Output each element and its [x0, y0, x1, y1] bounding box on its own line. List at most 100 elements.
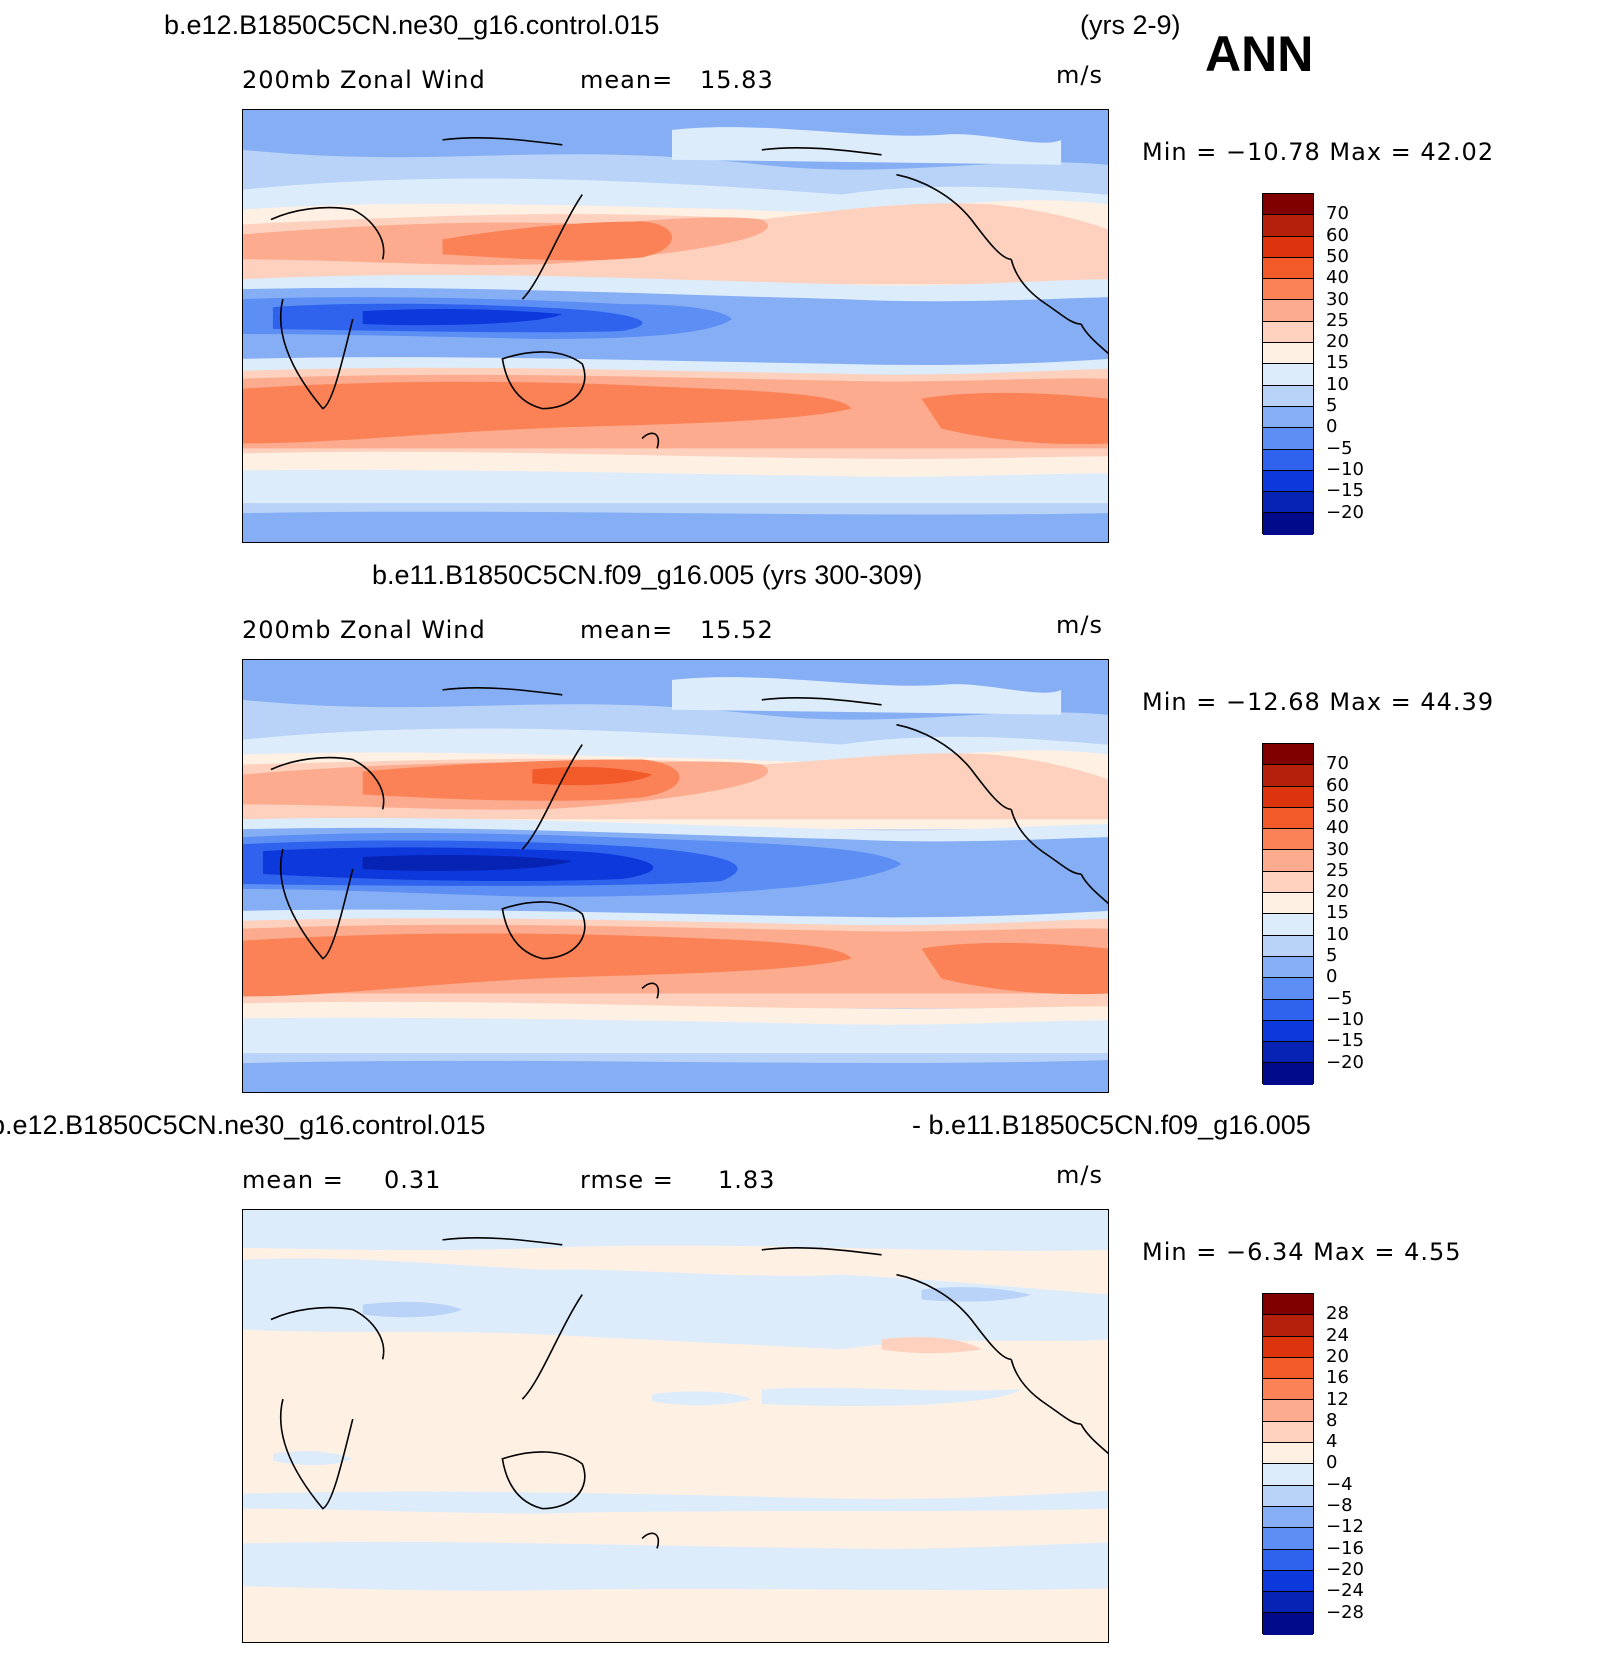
colorbar-swatch	[1263, 470, 1313, 493]
colorbar-level-label: 0	[1326, 1452, 1338, 1474]
colorbar-swatch	[1263, 321, 1313, 344]
colorbar-level-label: −20	[1326, 1051, 1364, 1073]
colorbar-swatch	[1263, 744, 1313, 766]
colorbar-level-label: 30	[1326, 838, 1349, 860]
colorbar-swatch	[1263, 1042, 1313, 1064]
colorbar-swatch	[1263, 978, 1313, 1000]
colorbar-swatch	[1263, 1379, 1313, 1401]
colorbar-swatch	[1263, 1506, 1313, 1529]
colorbar-swatch	[1263, 1613, 1313, 1635]
colorbar-swatch	[1263, 1549, 1313, 1571]
season-label: ANN	[1205, 26, 1314, 82]
colorbar-level-label: 30	[1326, 288, 1349, 310]
panel3-colorbar	[1262, 1293, 1314, 1635]
colorbar-swatch	[1263, 492, 1313, 514]
colorbar-swatch	[1263, 786, 1313, 808]
colorbar-swatch	[1263, 893, 1313, 915]
colorbar-swatch	[1263, 871, 1313, 894]
colorbar-level-label: 20	[1326, 1345, 1349, 1367]
colorbar-level-label: 12	[1326, 1388, 1349, 1410]
colorbar-level-label: −8	[1326, 1495, 1353, 1516]
panel1-minmax: Min = −10.78 Max = 42.02	[1142, 138, 1495, 166]
colorbar-level-label: 16	[1326, 1367, 1349, 1389]
colorbar-level-label: 24	[1326, 1324, 1349, 1346]
panel3-units: m/s	[1056, 1161, 1103, 1189]
colorbar-swatch	[1263, 1063, 1313, 1085]
colorbar-swatch	[1263, 1592, 1313, 1614]
panel3-map	[242, 1209, 1109, 1643]
panel2-map	[242, 659, 1109, 1093]
panel3-minmax: Min = −6.34 Max = 4.55	[1142, 1238, 1462, 1266]
colorbar-level-label: −20	[1326, 1558, 1364, 1580]
colorbar-swatch	[1263, 236, 1313, 258]
colorbar-swatch	[1263, 1464, 1313, 1486]
colorbar-level-label: 40	[1326, 267, 1349, 289]
colorbar-level-label: 20	[1326, 331, 1349, 353]
panel1-years: (yrs 2-9)	[1080, 10, 1181, 40]
colorbar-level-label: 50	[1326, 245, 1349, 267]
panel3-title-left: b.e12.B1850C5CN.ne30_g16.control.015	[0, 1110, 486, 1140]
colorbar-swatch	[1263, 829, 1313, 851]
colorbar-swatch	[1263, 1528, 1313, 1550]
colorbar-swatch	[1263, 279, 1313, 301]
colorbar-swatch	[1263, 385, 1313, 407]
colorbar-swatch	[1263, 956, 1313, 979]
colorbar-level-label: 5	[1326, 945, 1338, 966]
colorbar-swatch	[1263, 1421, 1313, 1444]
panel1-colorbar	[1262, 193, 1314, 535]
colorbar-swatch	[1263, 1020, 1313, 1043]
colorbar-swatch	[1263, 257, 1313, 280]
panel2-minmax: Min = −12.68 Max = 44.39	[1142, 688, 1495, 716]
panel3-mean-value: 0.31	[384, 1166, 442, 1194]
colorbar-level-label: 20	[1326, 881, 1349, 903]
colorbar-level-label: 25	[1326, 309, 1349, 331]
colorbar-swatch	[1263, 300, 1313, 322]
colorbar-level-label: 15	[1326, 902, 1349, 924]
colorbar-level-label: 60	[1326, 774, 1349, 796]
panel3-mean-label: mean =	[242, 1166, 344, 1194]
panel2-mean-value: 15.52	[700, 616, 774, 644]
colorbar-level-label: 28	[1326, 1303, 1349, 1325]
panel1-variable: 200mb Zonal Wind	[242, 66, 486, 94]
colorbar-level-label: 60	[1326, 224, 1349, 246]
panel1-mean-value: 15.83	[700, 66, 774, 94]
panel2-variable: 200mb Zonal Wind	[242, 616, 486, 644]
colorbar-swatch	[1263, 1336, 1313, 1358]
colorbar-level-label: −12	[1326, 1516, 1364, 1538]
colorbar-level-label: 5	[1326, 395, 1338, 416]
panel3-rmse-label: rmse =	[580, 1166, 674, 1194]
colorbar-level-label: −10	[1326, 458, 1364, 480]
colorbar-swatch	[1263, 343, 1313, 365]
colorbar-swatch	[1263, 406, 1313, 429]
colorbar-level-label: −16	[1326, 1537, 1364, 1559]
colorbar-level-label: −4	[1326, 1473, 1353, 1495]
colorbar-level-label: −20	[1326, 501, 1364, 523]
colorbar-swatch	[1263, 449, 1313, 471]
colorbar-level-label: −28	[1326, 1601, 1364, 1623]
colorbar-level-label: −10	[1326, 1008, 1364, 1030]
colorbar-swatch	[1263, 999, 1313, 1021]
colorbar-swatch	[1263, 807, 1313, 830]
colorbar-swatch	[1263, 513, 1313, 535]
colorbar-level-label: −5	[1326, 987, 1353, 1009]
colorbar-level-label: −5	[1326, 437, 1353, 459]
colorbar-level-label: 70	[1326, 203, 1349, 225]
panel3-title-right: - b.e11.B1850C5CN.f09_g16.005	[912, 1110, 1311, 1140]
colorbar-level-label: −24	[1326, 1580, 1364, 1602]
colorbar-swatch	[1263, 428, 1313, 450]
colorbar-swatch	[1263, 850, 1313, 872]
colorbar-level-label: −15	[1326, 1030, 1364, 1052]
colorbar-level-label: 15	[1326, 352, 1349, 374]
colorbar-swatch	[1263, 765, 1313, 787]
colorbar-level-label: 25	[1326, 859, 1349, 881]
colorbar-level-label: 8	[1326, 1409, 1338, 1431]
colorbar-level-label: 4	[1326, 1431, 1338, 1453]
panel1-map	[242, 109, 1109, 543]
panel2-units: m/s	[1056, 611, 1103, 639]
colorbar-swatch	[1263, 935, 1313, 957]
colorbar-level-label: 0	[1326, 416, 1338, 438]
colorbar-swatch	[1263, 1570, 1313, 1593]
colorbar-swatch	[1263, 215, 1313, 237]
panel1-units: m/s	[1056, 61, 1103, 89]
colorbar-level-label: 40	[1326, 817, 1349, 839]
